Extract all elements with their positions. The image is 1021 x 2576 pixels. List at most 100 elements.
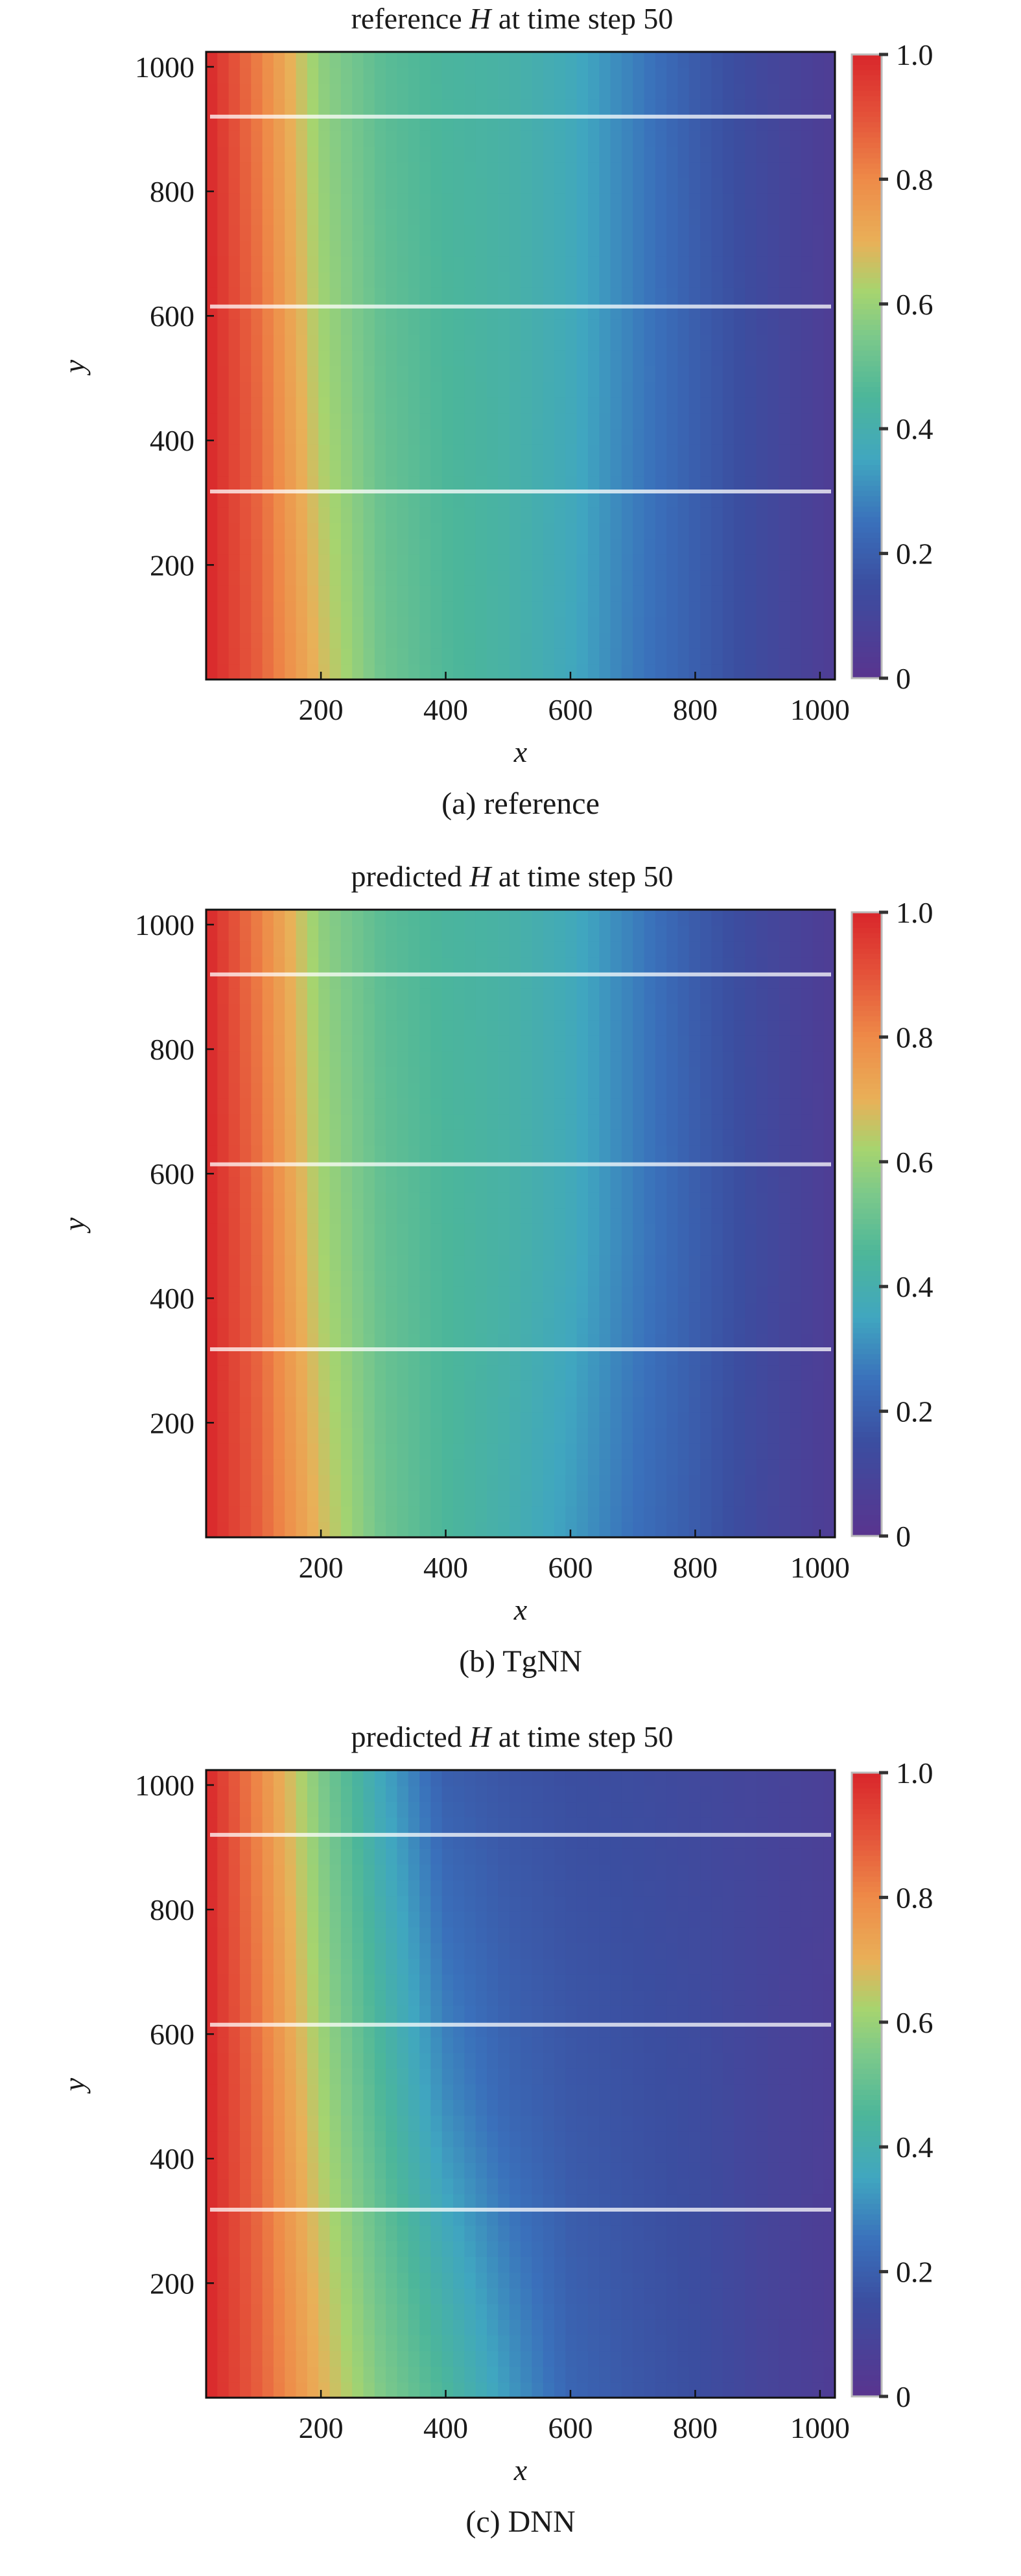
heatmap-cell: [498, 240, 510, 256]
heatmap-cell: [240, 1286, 252, 1303]
heatmap-cell: [678, 1380, 690, 1397]
heatmap-cell: [364, 1019, 375, 1035]
heatmap-cell: [274, 988, 285, 1004]
colorbar-segment: [852, 122, 882, 128]
heatmap-cell: [453, 1365, 465, 1381]
heatmap-cell: [330, 1051, 342, 1067]
colorbar-segment: [852, 1198, 882, 1204]
heatmap-cell: [565, 1192, 577, 1209]
heatmap-cell: [206, 1302, 218, 1318]
heatmap-cell: [296, 429, 308, 445]
heatmap-cell: [599, 1098, 611, 1114]
heatmap-cell: [442, 366, 454, 382]
heatmap-cell: [397, 1490, 408, 1506]
heatmap-cell: [633, 1459, 644, 1475]
heatmap-cell: [655, 2382, 667, 2398]
heatmap-cell: [296, 1506, 308, 1522]
heatmap-cell: [330, 1223, 342, 1240]
heatmap-cell: [824, 2367, 836, 2383]
heatmap-cell: [510, 350, 521, 366]
heatmap-cell: [274, 570, 285, 586]
heatmap-cell: [565, 523, 577, 539]
heatmap-cell: [577, 632, 589, 648]
heatmap-cell: [453, 224, 465, 241]
heatmap-cell: [352, 1380, 364, 1397]
heatmap-cell: [510, 554, 521, 570]
colorbar-segment: [852, 1219, 882, 1225]
heatmap-cell: [779, 957, 790, 973]
heatmap-cell: [734, 397, 745, 413]
heatmap-cell: [397, 1176, 408, 1192]
heatmap-cell: [240, 1004, 252, 1020]
heatmap-cell: [217, 925, 229, 941]
colorbar-segment: [852, 1323, 882, 1329]
heatmap-cell: [532, 925, 543, 941]
heatmap-cell: [217, 2367, 229, 2383]
heatmap-cell: [700, 1239, 712, 1255]
heatmap-cell: [768, 523, 779, 539]
heatmap-cell: [757, 475, 768, 491]
heatmap-cell: [790, 52, 802, 68]
heatmap-cell: [397, 1522, 408, 1538]
heatmap-cell: [229, 1333, 241, 1349]
heatmap-cell: [824, 570, 836, 586]
heatmap-cell: [274, 1051, 285, 1067]
heatmap-cell: [307, 1114, 319, 1130]
colorbar-segment: [852, 1427, 882, 1433]
heatmap-cell: [678, 1208, 690, 1224]
colorbar-segment: [852, 163, 882, 169]
heatmap-cell: [588, 2367, 600, 2383]
heatmap-cell: [240, 2335, 252, 2351]
heatmap-cell: [217, 538, 229, 554]
heatmap-cell: [285, 1459, 296, 1475]
heatmap-cell: [296, 1255, 308, 1271]
heatmap-cell: [611, 67, 622, 84]
heatmap-cell: [678, 413, 690, 429]
heatmap-cell: [206, 2350, 218, 2367]
heatmap-cell: [442, 99, 454, 115]
heatmap-cell: [532, 444, 543, 460]
heatmap-cell: [768, 988, 779, 1004]
heatmap-cell: [510, 178, 521, 194]
colorbar-segment: [852, 1193, 882, 1199]
heatmap-cell: [678, 1412, 690, 1428]
heatmap-cell: [464, 910, 476, 926]
heatmap-cell: [554, 256, 566, 272]
heatmap-cell: [442, 256, 454, 272]
heatmap-cell: [779, 366, 790, 382]
heatmap-cell: [532, 1365, 543, 1381]
heatmap-cell: [768, 491, 779, 508]
heatmap-cell: [611, 1286, 622, 1303]
colorbar-segment: [852, 1000, 882, 1006]
heatmap-cell: [217, 491, 229, 508]
heatmap-cell: [678, 1318, 690, 1334]
heatmap-cell: [251, 161, 263, 178]
colorbar-segment: [852, 299, 882, 305]
heatmap-cell: [386, 224, 397, 241]
colorbar-segment: [852, 1354, 882, 1360]
heatmap-cell: [565, 381, 577, 397]
heatmap-cell: [599, 381, 611, 397]
colorbar-segment: [852, 1333, 882, 1339]
heatmap-cell: [307, 350, 319, 366]
heatmap-cell: [498, 523, 510, 539]
heatmap-cell: [588, 538, 600, 554]
heatmap-cell: [611, 1302, 622, 1318]
heatmap-cell: [397, 2382, 408, 2398]
heatmap-cell: [554, 554, 566, 570]
heatmap-cell: [206, 161, 218, 178]
heatmap-cell: [330, 1474, 342, 1491]
heatmap-cell: [599, 554, 611, 570]
heatmap-cell: [442, 1019, 454, 1035]
heatmap-cell: [419, 272, 431, 288]
heatmap-cell: [341, 925, 353, 941]
heatmap-cell: [543, 1396, 555, 1412]
heatmap-cell: [217, 444, 229, 460]
heatmap-cell: [700, 1255, 712, 1271]
colorbar-segment: [852, 917, 882, 923]
heatmap-cell: [341, 1082, 353, 1098]
heatmap-cell: [779, 507, 790, 523]
heatmap-cell: [453, 256, 465, 272]
heatmap-cell: [532, 1145, 543, 1161]
heatmap-cell: [622, 224, 633, 241]
